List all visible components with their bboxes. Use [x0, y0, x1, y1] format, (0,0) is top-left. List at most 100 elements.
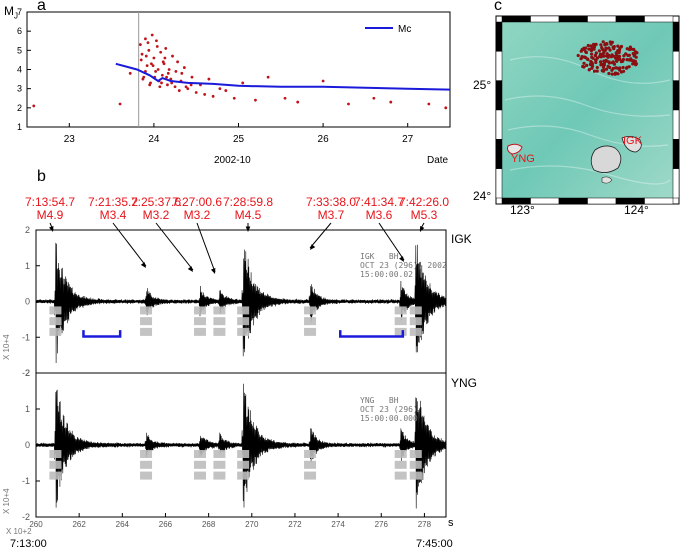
pick-mark [394, 471, 407, 480]
epicenter-point [634, 55, 638, 59]
epicenter-point [602, 59, 606, 63]
pick-mark [213, 450, 226, 458]
epicenter-point [592, 42, 596, 47]
frame-seg [495, 139, 503, 169]
pick-mark [304, 460, 317, 469]
event-arrow [196, 222, 216, 273]
event-magnitude: M4.9 [36, 208, 64, 222]
amp-scale-top: X 10+4 [2, 334, 11, 360]
event-arrowhead [310, 244, 316, 250]
pick-mark [304, 450, 317, 458]
panel-b-letter: b [37, 168, 46, 185]
x-tick-label: 27 [402, 134, 414, 145]
data-point [389, 100, 393, 104]
waveform-yng [35, 383, 447, 509]
seismogram-info-yng: YNG BH OCT 23 (296) 15:00:00.000 [360, 396, 418, 423]
frame-seg [495, 51, 503, 81]
data-point [147, 48, 151, 52]
x-tick-label: 26 [318, 134, 330, 145]
pick-mark [140, 317, 153, 326]
epicenter-point [627, 53, 631, 57]
y-tick-label: 1 [25, 404, 30, 414]
x-tick-label: 23 [64, 134, 76, 145]
data-point [128, 71, 132, 75]
data-point [166, 83, 169, 87]
data-point [165, 75, 168, 79]
data-point [155, 39, 158, 43]
data-point [173, 85, 177, 89]
epicenter-point [616, 44, 620, 48]
frame-seg [672, 51, 680, 81]
epicenter-point [610, 68, 614, 72]
frame-seg [672, 168, 680, 199]
epicenter-point [586, 57, 590, 62]
epicenter-point [614, 71, 618, 76]
pick-mark [49, 471, 62, 480]
map-label-igk: IGK [623, 135, 643, 147]
data-point [146, 41, 150, 45]
epicenter-point [595, 69, 599, 73]
data-point [218, 87, 222, 91]
data-point [160, 81, 163, 85]
epicenter-point [604, 46, 608, 50]
x-tick-label: 260 [29, 520, 43, 529]
epicenter-point [616, 49, 620, 53]
epicenter-point [579, 49, 583, 53]
data-point [180, 71, 184, 75]
event-label: 7:25:37.6 M3.2 [128, 196, 184, 222]
epicenter-point [600, 69, 604, 73]
pick-mark [140, 460, 153, 469]
epicenter-point [590, 55, 594, 59]
epicenter-point [631, 62, 635, 66]
epicenter-point [607, 71, 611, 76]
y-tick-label: 0 [25, 297, 30, 307]
epicenter-point [600, 53, 604, 57]
epicenter-point [625, 47, 629, 51]
map-sea [502, 22, 673, 198]
pick-mark [394, 306, 407, 315]
event-label: 7:13:54.7 M4.9 [22, 196, 78, 222]
data-point [156, 68, 160, 71]
data-point [144, 54, 148, 58]
pick-mark [140, 471, 153, 480]
x-tick-label: 262 [72, 520, 86, 529]
data-point [155, 45, 159, 48]
epicenter-point [616, 66, 620, 70]
time-scale: X 10+2 [6, 527, 32, 536]
epicenter-point [581, 64, 585, 69]
x-tick-label: 270 [245, 520, 259, 529]
island-main [590, 145, 622, 173]
y-tick-label: 3 [17, 84, 22, 94]
pick-mark [409, 471, 422, 480]
epicenter-point [600, 46, 604, 50]
y-tick-label: 5 [17, 45, 22, 55]
data-point [347, 102, 350, 106]
pick-mark [409, 450, 422, 458]
event-magnitude: M3.2 [142, 208, 170, 222]
epicenter-point [582, 55, 586, 59]
epicenter-point [587, 68, 591, 72]
frame-seg [672, 80, 680, 111]
epicenter-point [613, 56, 618, 60]
data-point [171, 54, 174, 58]
pick-mark [140, 327, 153, 336]
pick-mark [304, 306, 317, 315]
data-point [161, 60, 165, 64]
pick-mark [394, 317, 407, 326]
frame-seg [587, 197, 617, 205]
pick-mark [140, 306, 153, 315]
frame-seg [495, 21, 503, 52]
waveform-igk [35, 242, 447, 364]
data-point [189, 83, 193, 87]
x-tick-label: 266 [159, 520, 173, 529]
event-arrowhead [245, 226, 251, 232]
event-time: 7:42:26.0 [398, 195, 450, 209]
data-point [224, 89, 228, 92]
map-frame [495, 15, 680, 205]
lat-label-24: 24° [473, 189, 492, 203]
pick-mark [194, 327, 206, 336]
data-point [160, 73, 164, 77]
epicenter-point [607, 46, 611, 50]
legend-label: Mc [398, 24, 411, 35]
pick-mark [304, 317, 317, 326]
